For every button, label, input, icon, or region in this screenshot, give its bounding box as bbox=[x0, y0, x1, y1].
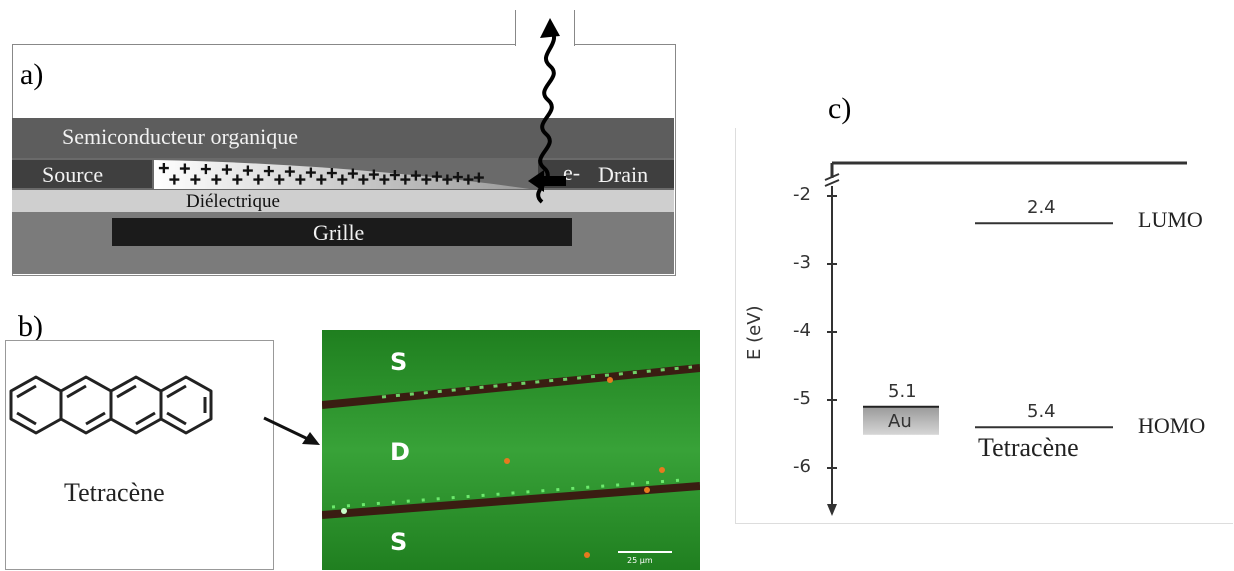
homo-label: HOMO bbox=[1138, 413, 1206, 439]
scale-bar-label: 25 µm bbox=[627, 556, 653, 565]
hole-charge: + bbox=[410, 168, 422, 184]
semiconductor-label: Semiconducteur organique bbox=[62, 124, 299, 149]
hole-charge: + bbox=[379, 172, 391, 188]
hole-charge: + bbox=[368, 167, 380, 183]
hole-charge: + bbox=[421, 172, 433, 188]
au-value: 5.1 bbox=[888, 380, 917, 402]
hole-charge: + bbox=[179, 161, 191, 177]
light-emission-arrow bbox=[536, 18, 560, 204]
hole-charge: + bbox=[316, 172, 328, 188]
tetracene-structure bbox=[9, 375, 213, 435]
hole-charge: + bbox=[431, 169, 443, 185]
y-tick-label: -3 bbox=[793, 252, 811, 273]
panel-a-label: a) bbox=[20, 58, 44, 91]
hole-charge: + bbox=[326, 166, 338, 182]
hole-charge: + bbox=[232, 172, 244, 188]
gate-label: Grille bbox=[313, 220, 365, 245]
hole-charge: + bbox=[358, 172, 370, 188]
hole-charge: + bbox=[242, 163, 254, 179]
hole-charge: + bbox=[463, 172, 475, 188]
hole-charge: + bbox=[274, 172, 286, 188]
dielectric-layer bbox=[12, 190, 674, 212]
micrograph-channels bbox=[322, 330, 700, 570]
y-tick-label: -5 bbox=[793, 388, 811, 409]
hole-charge: + bbox=[158, 160, 170, 176]
panel-b-label: b) bbox=[18, 310, 43, 343]
material-label: Tetracène bbox=[978, 433, 1079, 463]
energy-diagram-frame bbox=[735, 128, 1233, 524]
hole-charge: + bbox=[442, 172, 454, 188]
source-region-label: S bbox=[390, 348, 408, 376]
hole-charge: + bbox=[253, 172, 265, 188]
hole-charge: + bbox=[347, 166, 359, 182]
hole-charge: + bbox=[190, 172, 202, 188]
y-tick-label: -2 bbox=[793, 184, 811, 205]
molecule-name: Tetracène bbox=[64, 478, 165, 507]
hole-charge: + bbox=[305, 165, 317, 181]
hole-charge: + bbox=[337, 172, 349, 188]
hole-charge: + bbox=[284, 164, 296, 180]
hole-charge: + bbox=[295, 172, 307, 188]
y-tick-label: -4 bbox=[793, 320, 811, 341]
hole-charge: + bbox=[211, 172, 223, 188]
hole-charge: + bbox=[221, 162, 233, 178]
electron-arrow bbox=[528, 170, 566, 192]
semiconductor-layer bbox=[12, 118, 674, 160]
hole-charge: + bbox=[400, 172, 412, 188]
gate-electrode bbox=[112, 218, 572, 246]
y-tick-label: -6 bbox=[793, 456, 811, 477]
energy-diagram bbox=[824, 161, 1187, 516]
source-electrode bbox=[12, 160, 152, 188]
source-region-label-2: S bbox=[390, 528, 408, 556]
hole-charges: +++++++++++++++++++++++++++++++ bbox=[157, 160, 485, 189]
homo-value: 5.4 bbox=[1027, 401, 1056, 423]
hole-charge: + bbox=[389, 168, 401, 184]
hole-charge: + bbox=[200, 162, 212, 178]
hole-charge: + bbox=[473, 170, 485, 186]
pointer-arrow bbox=[263, 416, 320, 445]
source-label: Source bbox=[42, 162, 104, 187]
dielectric-label: Diélectrique bbox=[186, 191, 280, 212]
drain-region-label: D bbox=[390, 438, 410, 466]
micrograph: S D S 25 µm bbox=[322, 330, 700, 570]
hole-charge: + bbox=[169, 172, 181, 188]
panel-c-label: c) bbox=[828, 92, 852, 125]
au-label: Au bbox=[888, 410, 912, 432]
hole-charge: + bbox=[452, 170, 464, 186]
hole-accumulation-wedge bbox=[154, 160, 530, 189]
lumo-value: 2.4 bbox=[1027, 197, 1056, 219]
lumo-label: LUMO bbox=[1138, 207, 1203, 233]
y-axis-label: E (eV) bbox=[744, 305, 765, 360]
electron-label: e- bbox=[563, 160, 581, 185]
drain-label: Drain bbox=[598, 162, 649, 187]
hole-charge: + bbox=[263, 164, 275, 180]
